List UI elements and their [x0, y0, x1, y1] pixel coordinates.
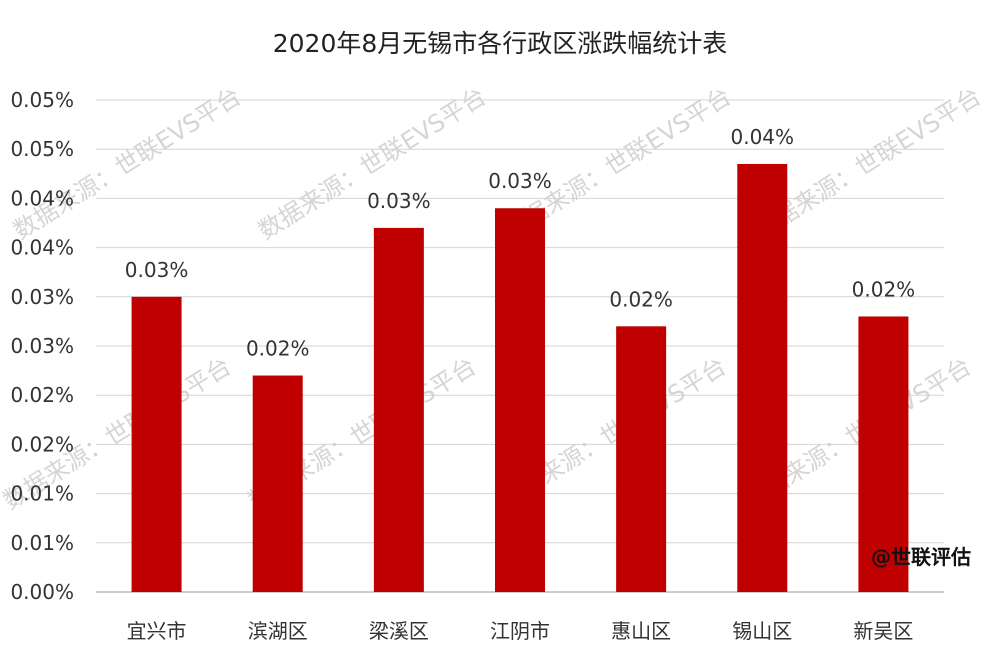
- bar: [737, 163, 788, 592]
- y-tick-label: 0.04%: [10, 236, 74, 260]
- y-tick-label: 0.03%: [10, 334, 74, 358]
- bar: [131, 296, 182, 592]
- data-label: 0.02%: [246, 337, 310, 361]
- data-label: 0.03%: [367, 189, 431, 213]
- data-label: 0.02%: [852, 277, 916, 301]
- x-category-label: 新吴区: [853, 619, 913, 643]
- x-category-label: 宜兴市: [127, 619, 187, 643]
- bar: [495, 208, 545, 593]
- y-tick-label: 0.02%: [10, 383, 74, 407]
- x-category-label: 江阴市: [490, 619, 550, 643]
- y-tick-label: 0.00%: [10, 580, 74, 604]
- data-label: 0.02%: [609, 287, 673, 311]
- y-tick-label: 0.02%: [10, 432, 74, 456]
- watermark-text: 数据来源：世联EVS平台: [253, 82, 491, 245]
- y-tick-label: 0.01%: [10, 482, 74, 506]
- x-category-label: 惠山区: [611, 619, 671, 643]
- data-label: 0.04%: [731, 125, 795, 149]
- brand-label: @世联评估: [871, 545, 971, 569]
- chart-title: 2020年8月无锡市各行政区涨跌幅统计表: [273, 29, 728, 58]
- y-axis: 0.00% 0.01% 0.01% 0.02% 0.02% 0.03% 0.03% 0.04%…: [10, 88, 74, 604]
- y-tick-label: 0.05%: [10, 88, 74, 112]
- y-tick-label: 0.01%: [10, 531, 74, 555]
- bar: [858, 316, 909, 592]
- data-label: 0.03%: [488, 169, 552, 193]
- data-labels: 0.03% 0.02% 0.03% 0.03% 0.02% 0.04% 0.02%: [125, 125, 915, 361]
- x-category-label: 滨湖区: [248, 619, 308, 643]
- x-axis: 宜兴市 滨湖区 梁溪区 江阴市 惠山区 锡山区 新吴区: [127, 619, 914, 643]
- y-tick-label: 0.05%: [10, 137, 74, 161]
- bar: [373, 227, 424, 593]
- y-tick-label: 0.03%: [10, 285, 74, 309]
- x-category-label: 锡山区: [732, 619, 792, 643]
- data-label: 0.03%: [125, 258, 189, 282]
- bar: [616, 326, 667, 592]
- bars: [131, 163, 909, 593]
- x-category-label: 梁溪区: [369, 619, 429, 643]
- y-tick-label: 0.04%: [10, 186, 74, 210]
- bar: [252, 375, 303, 592]
